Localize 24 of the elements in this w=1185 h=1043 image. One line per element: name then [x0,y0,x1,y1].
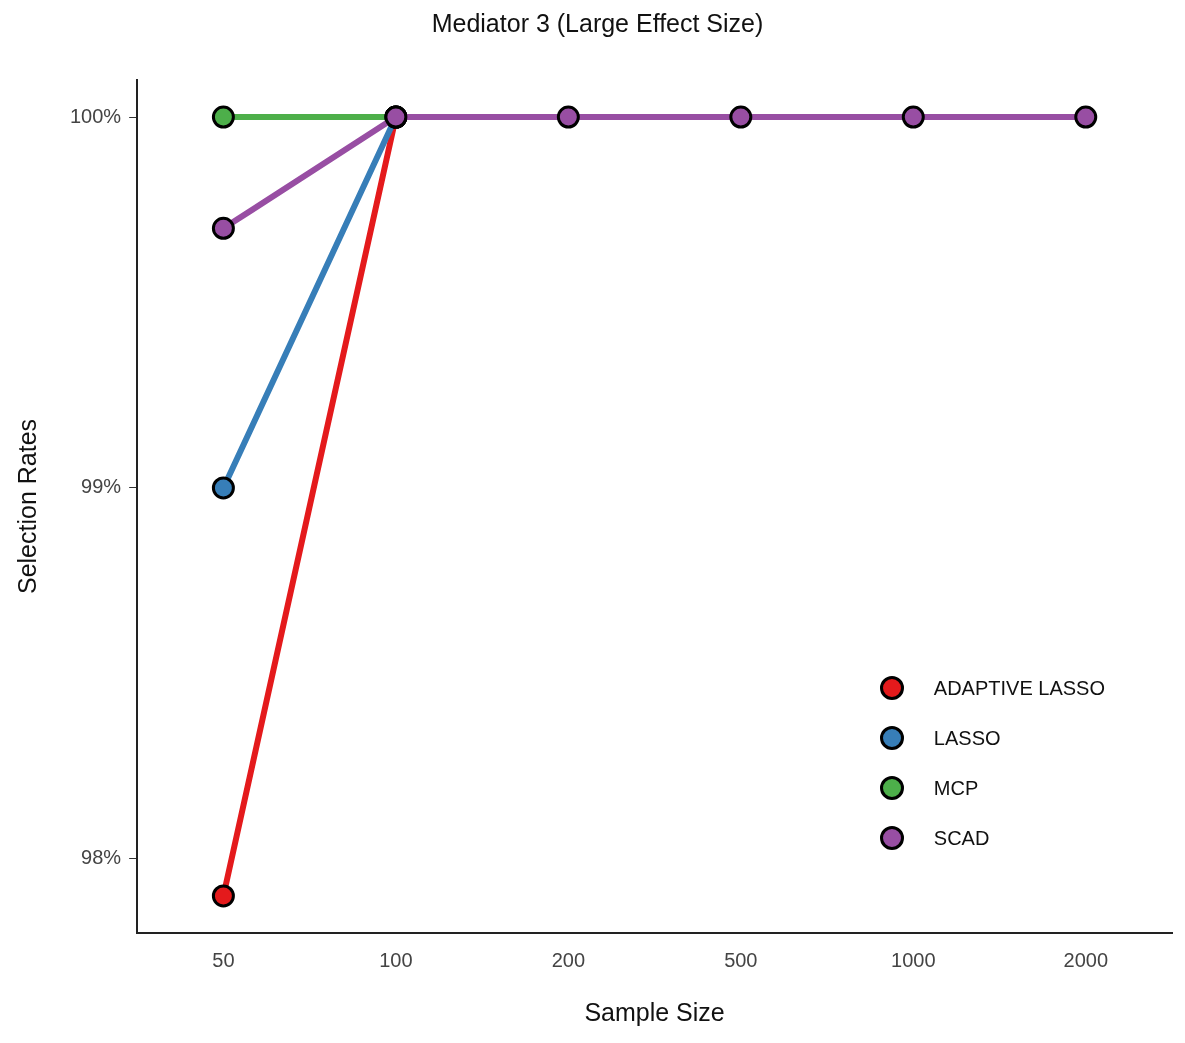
point [901,105,925,129]
x-tick-label: 50 [212,948,235,971]
y-tick-label: 100% [70,104,122,127]
x-tick-label: 200 [551,948,586,971]
x-tick-label: 2000 [1063,948,1109,971]
point [211,476,235,500]
x-tick-label: 100 [379,948,413,971]
point [211,105,235,129]
point [556,105,580,129]
y-tick-label: 99% [81,475,122,498]
legend-label: LASSO [933,726,1001,750]
legend-label: ADAPTIVE LASSO [933,676,1105,700]
point [1074,105,1098,129]
point [211,884,235,908]
x-tick-label: 1000 [891,948,936,971]
chart-title: Mediator 3 (Large Effect Size) [431,8,764,37]
legend-label: SCAD [933,826,990,850]
point [211,216,235,240]
y-axis-title: Selection Rates [12,418,41,595]
y-tick-label: 98% [81,846,122,869]
legend-label: MCP [933,776,979,800]
x-tick-label: 500 [724,948,758,971]
x-axis-title: Sample Size [584,997,725,1026]
point [729,105,753,129]
